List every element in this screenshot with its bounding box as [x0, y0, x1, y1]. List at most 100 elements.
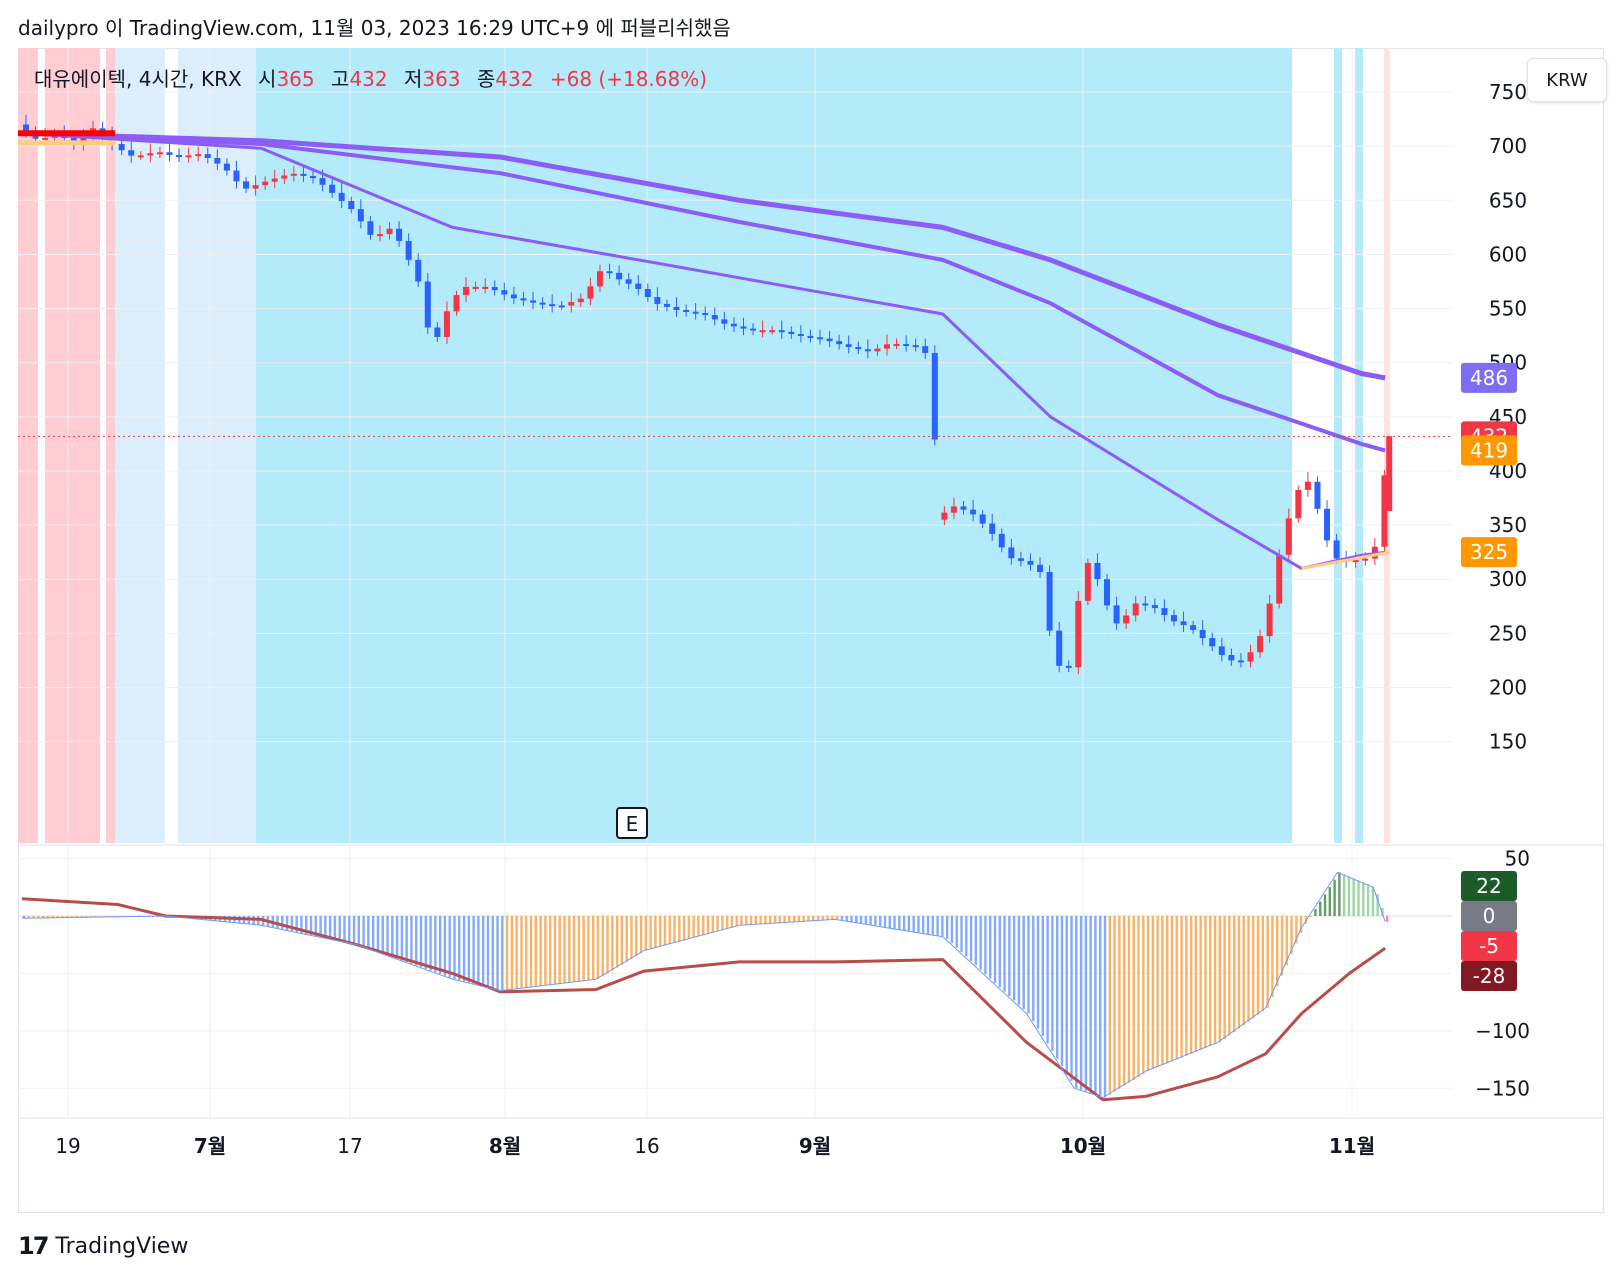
candle-body [243, 181, 250, 189]
candle-body [357, 209, 364, 222]
candle-body [376, 234, 383, 237]
macd-histogram-bar [749, 916, 753, 925]
candle-body [950, 506, 957, 513]
macd-histogram-bar [1180, 916, 1183, 1058]
macd-histogram-bar [993, 916, 997, 983]
candle-body [663, 303, 670, 307]
candle-body [1324, 508, 1331, 541]
macd-histogram-bar [620, 916, 624, 965]
macd-histogram-bar [1089, 916, 1092, 1093]
x-tick-label: 16 [634, 1134, 659, 1158]
macd-histogram-bar [783, 916, 786, 923]
macd-value-label-bg [1461, 931, 1517, 961]
price-label-bg [1461, 537, 1517, 568]
footer-brand: TradingView [55, 1233, 189, 1259]
earnings-marker: E [616, 807, 648, 839]
macd-histogram-bar [381, 916, 384, 954]
macd-histogram-bar [443, 916, 447, 976]
macd-histogram-bar [797, 916, 801, 922]
macd-histogram-bar [1137, 916, 1140, 1077]
candle-body [721, 319, 728, 324]
zone-band-5 [256, 48, 1292, 843]
candle-body [807, 335, 814, 338]
macd-histogram-bar [855, 916, 858, 923]
candle-body [635, 283, 642, 289]
macd-histogram-bar [1003, 916, 1006, 992]
candle-body [137, 155, 144, 158]
macd-histogram-bar [1314, 909, 1317, 916]
candle-body [424, 281, 431, 328]
macd-histogram-bar [1055, 916, 1059, 1059]
candle-body [730, 323, 737, 327]
macd-histogram-bar [319, 916, 322, 937]
macd-histogram-bar [1156, 916, 1159, 1068]
candle-body [319, 178, 326, 185]
macd-histogram-bar [41, 916, 45, 918]
macd-histogram-bar [960, 916, 963, 953]
y-tick-label: 350 [1489, 513, 1527, 537]
macd-histogram-bar [998, 916, 1001, 988]
candle-body [1075, 600, 1082, 668]
candle-body [1228, 655, 1235, 661]
macd-histogram-bar [1323, 894, 1327, 916]
macd-histogram-bar [1070, 916, 1073, 1081]
candle-body [348, 200, 355, 210]
candle-body [883, 344, 890, 349]
macd-histogram-bar [22, 916, 26, 919]
candle-body [1161, 608, 1168, 616]
candle-body [596, 271, 603, 287]
zone-band-7 [1355, 48, 1363, 843]
candle-body [510, 294, 517, 299]
macd-histogram-bar [1065, 916, 1068, 1074]
macd-histogram-bar [850, 916, 853, 922]
candle-body [290, 173, 297, 176]
macd-histogram-bar [587, 916, 590, 981]
macd-histogram-bar [1319, 901, 1322, 916]
macd-histogram-bar [826, 916, 829, 921]
macd-histogram-bar [773, 916, 777, 924]
macd-histogram-bar [448, 916, 451, 978]
currency-button[interactable]: KRW [1527, 58, 1607, 102]
macd-histogram-bar [1075, 916, 1078, 1089]
candle-body [118, 144, 125, 151]
macd-histogram-bar [812, 916, 815, 921]
macd-histogram-bar [1170, 916, 1174, 1062]
macd-value-label: 0 [1461, 901, 1517, 931]
macd-histogram-bar [534, 916, 538, 987]
candle-body [396, 228, 403, 241]
macd-histogram-bar [1185, 916, 1188, 1056]
candle-body [262, 181, 269, 186]
candle-body [472, 286, 479, 289]
candle-body [530, 300, 537, 303]
macd-histogram-bar [840, 916, 844, 921]
macd-histogram-bar [1046, 916, 1049, 1044]
macd-histogram-bar [386, 916, 389, 956]
macd-histogram-bar [458, 916, 461, 981]
macd-histogram-bar [577, 916, 581, 982]
macd-histogram-bar [878, 916, 882, 927]
macd-histogram-bar [281, 916, 284, 930]
x-tick-label: 10월 [1060, 1134, 1106, 1158]
y-tick-label: 700 [1489, 134, 1527, 158]
zone-band-3 [115, 48, 165, 843]
macd-histogram-bar [1142, 916, 1145, 1074]
macd-value-label-bg [1461, 871, 1517, 901]
macd-histogram-bar [663, 916, 667, 946]
candle-body [1123, 615, 1130, 624]
macd-histogram-bar [1352, 878, 1355, 916]
macd-histogram-bar [553, 916, 557, 985]
legend-low-label: 저 [403, 67, 423, 91]
macd-signal-line [21, 897, 1387, 1102]
macd-histogram-bar [592, 916, 595, 980]
macd-histogram-bar [333, 916, 337, 940]
candle-body [941, 512, 948, 520]
macd-histogram-bar [1232, 916, 1236, 1032]
macd-histogram-bar [874, 916, 877, 926]
candle-body [214, 157, 221, 164]
macd-histogram-bar [1204, 916, 1207, 1049]
candle-body [845, 344, 852, 348]
macd-histogram-bar [1051, 916, 1054, 1051]
macd-histogram-bar [759, 916, 762, 925]
price-label-text: 486 [1470, 366, 1508, 390]
